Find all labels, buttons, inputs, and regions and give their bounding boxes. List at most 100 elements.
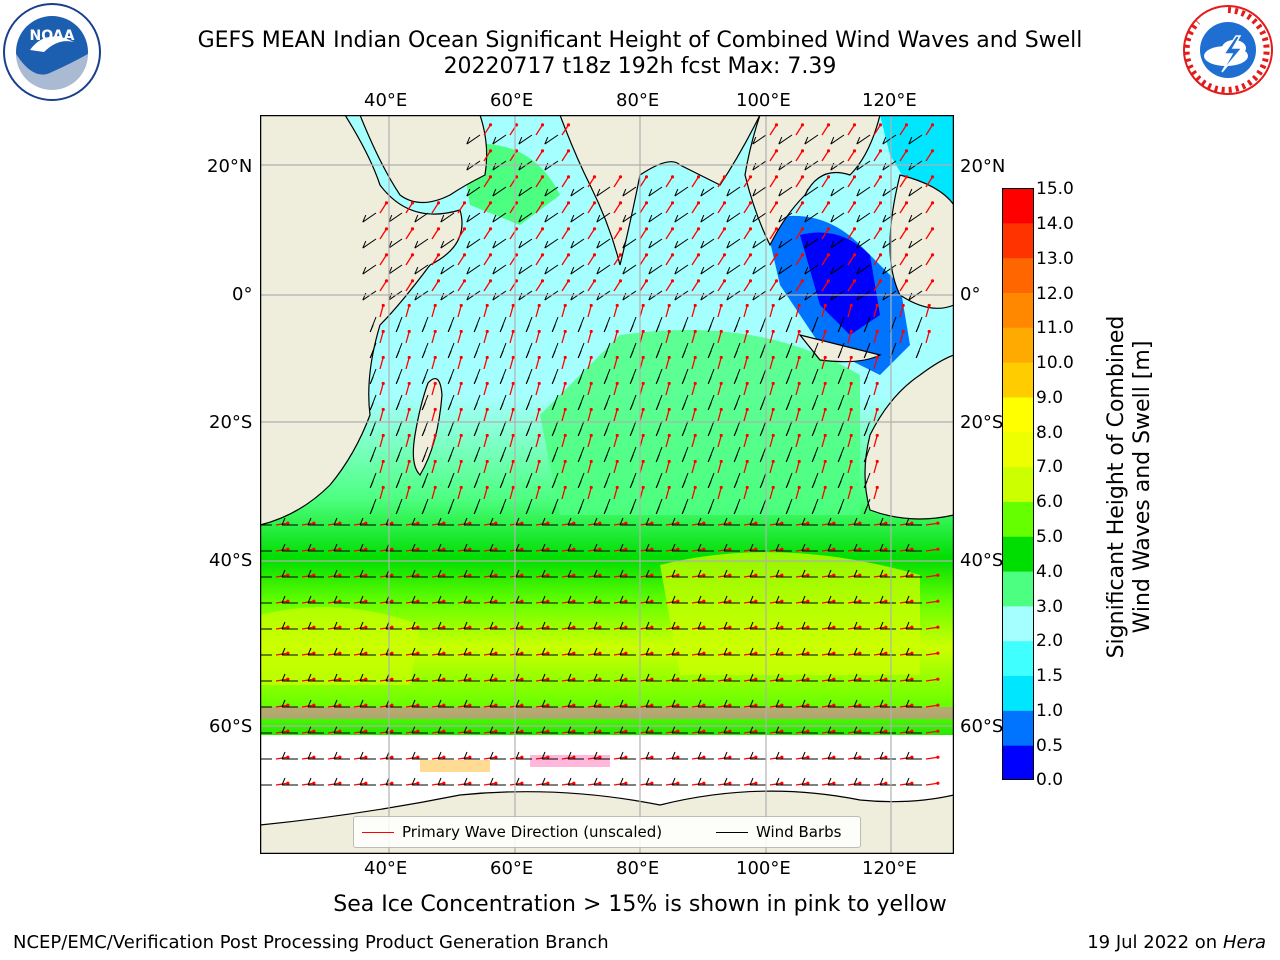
wave-direction-arrowhead bbox=[875, 303, 879, 308]
cb-tick: 15.0 bbox=[1036, 179, 1074, 199]
wind-barb-tick bbox=[723, 621, 728, 630]
wind-barb-tick bbox=[619, 517, 624, 526]
wind-barb-tick bbox=[619, 595, 624, 604]
wind-barb-tick bbox=[775, 543, 780, 552]
wave-direction-arrowhead bbox=[598, 547, 602, 551]
wave-direction-arrowhead bbox=[676, 625, 680, 629]
colorbar-swatch bbox=[1002, 640, 1034, 677]
wave-direction-arrow bbox=[665, 202, 674, 214]
wind-barb-tick bbox=[749, 517, 754, 526]
cb-tick: 7.0 bbox=[1036, 457, 1064, 477]
wave-direction-arrowhead bbox=[806, 547, 810, 551]
wind-barb-tick bbox=[723, 569, 728, 578]
wave-direction-arrowhead bbox=[416, 781, 420, 785]
wind-barb bbox=[544, 186, 559, 197]
wave-direction-arrowhead bbox=[719, 433, 723, 438]
wind-barb-tick bbox=[655, 350, 660, 359]
wave-direction-arrowhead bbox=[416, 729, 420, 733]
wave-direction-arrowhead bbox=[563, 459, 567, 464]
wave-direction-arrowhead bbox=[852, 175, 857, 179]
wave-direction-arrow bbox=[561, 487, 566, 500]
wind-barb-tick bbox=[804, 292, 809, 301]
wave-direction-arrow bbox=[743, 461, 748, 474]
wind-barb bbox=[388, 264, 403, 275]
wind-barb-tick bbox=[544, 214, 549, 223]
wind-barb-tick bbox=[752, 266, 757, 275]
wave-direction-arrowhead bbox=[566, 123, 571, 127]
wave-direction-arrow bbox=[847, 228, 856, 240]
wave-direction-arrowhead bbox=[780, 781, 784, 785]
wind-barb-tick bbox=[359, 595, 364, 604]
wave-direction-arrow bbox=[561, 280, 570, 292]
wind-barb-tick bbox=[856, 214, 861, 223]
wave-direction-arrow bbox=[899, 150, 908, 162]
wind-barb-tick bbox=[492, 162, 497, 171]
wave-direction-arrowhead bbox=[468, 651, 472, 655]
wave-direction-arrowhead bbox=[572, 625, 576, 629]
wave-direction-arrow bbox=[431, 254, 440, 266]
wind-barb-tick bbox=[544, 188, 549, 197]
wind-barb-tick bbox=[905, 647, 910, 656]
wind-barb-tick bbox=[499, 402, 504, 411]
wind-barb bbox=[882, 134, 897, 145]
wave-direction-arrowhead bbox=[312, 651, 316, 655]
wave-direction-arrow bbox=[743, 357, 748, 370]
wave-direction-arrowhead bbox=[884, 521, 888, 525]
wave-direction-arrowhead bbox=[520, 703, 524, 707]
wave-direction-arrowhead bbox=[832, 521, 836, 525]
wind-barb-tick bbox=[837, 350, 842, 359]
wave-direction-arrowhead bbox=[875, 329, 879, 334]
wind-barb-tick bbox=[671, 647, 676, 656]
wave-direction-arrowhead bbox=[511, 355, 515, 360]
wave-direction-arrowhead bbox=[878, 149, 883, 153]
wind-barb bbox=[752, 238, 767, 249]
wave-direction-arrowhead bbox=[433, 485, 437, 490]
wave-direction-arrowhead bbox=[537, 381, 541, 386]
wave-direction-arrow bbox=[379, 435, 384, 448]
wave-direction-arrow bbox=[925, 626, 938, 630]
wave-direction-arrowhead bbox=[514, 175, 519, 179]
wind-barb-tick bbox=[544, 292, 549, 301]
wave-direction-arrowhead bbox=[641, 303, 645, 308]
wave-direction-arrow bbox=[717, 383, 722, 396]
wind-barb-tick bbox=[681, 454, 686, 463]
wind-barb-tick bbox=[622, 292, 627, 301]
wave-direction-arrowhead bbox=[702, 651, 706, 655]
wind-barb-tick bbox=[440, 214, 445, 223]
wind-barb-tick bbox=[681, 376, 686, 385]
wind-barb bbox=[570, 212, 585, 223]
wave-direction-arrowhead bbox=[598, 521, 602, 525]
lon-label-top-80e: 80°E bbox=[616, 90, 660, 111]
wave-direction-arrowhead bbox=[407, 355, 411, 360]
wind-barb-tick bbox=[827, 673, 832, 682]
wind-barb bbox=[388, 238, 403, 249]
wave-direction-arrow bbox=[665, 383, 670, 396]
wave-direction-arrow bbox=[535, 383, 540, 396]
wind-barb-tick bbox=[421, 428, 426, 437]
wind-barb-tick bbox=[801, 647, 806, 656]
wave-direction-arrowhead bbox=[930, 201, 935, 205]
wind-barb bbox=[752, 186, 767, 197]
wave-direction-arrowhead bbox=[875, 381, 879, 386]
wave-direction-arrowhead bbox=[390, 781, 394, 785]
wave-direction-arrowhead bbox=[823, 303, 827, 308]
wind-barb-tick bbox=[567, 543, 572, 552]
wind-barb bbox=[674, 186, 689, 197]
wave-direction-arrowhead bbox=[806, 781, 810, 785]
wave-direction-arrowhead bbox=[442, 729, 446, 733]
wind-barb-tick bbox=[827, 777, 832, 786]
wind-barb-tick bbox=[752, 136, 757, 145]
legend-label-primary-wave: Primary Wave Direction (unscaled) bbox=[402, 823, 663, 841]
wave-direction-arrowhead bbox=[826, 253, 831, 257]
wind-barb-tick bbox=[518, 292, 523, 301]
wave-direction-arrowhead bbox=[823, 407, 827, 412]
wave-direction-arrowhead bbox=[407, 381, 411, 386]
wave-direction-arrowhead bbox=[780, 755, 784, 759]
wave-direction-arrowhead bbox=[511, 303, 515, 308]
wave-direction-arrowhead bbox=[693, 407, 697, 412]
wave-direction-arrow bbox=[405, 383, 410, 396]
wind-barb-tick bbox=[473, 454, 478, 463]
wave-direction-arrowhead bbox=[693, 303, 697, 308]
wave-direction-arrow bbox=[847, 435, 852, 448]
wave-direction-arrowhead bbox=[641, 459, 645, 464]
